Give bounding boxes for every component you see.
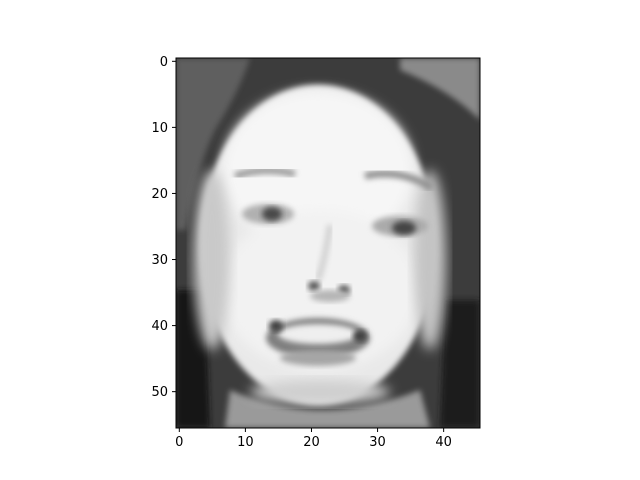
y-tick-label: 0 (160, 55, 168, 70)
y-tick-label: 30 (151, 253, 168, 268)
x-tick-label: 30 (369, 435, 386, 450)
x-tick-label: 20 (303, 435, 320, 450)
y-tick-label: 10 (151, 121, 168, 136)
y-axis: 0 10 20 30 40 50 (151, 55, 176, 400)
y-tick-label: 40 (151, 319, 168, 334)
x-tick-label: 40 (435, 435, 452, 450)
y-tick-label: 50 (151, 385, 168, 400)
axes-frame (175, 57, 481, 429)
face-heatmap-image (176, 58, 480, 428)
x-tick-label: 10 (237, 435, 254, 450)
x-tick-label: 0 (175, 435, 183, 450)
y-tick-label: 20 (151, 187, 168, 202)
x-axis: 0 10 20 30 40 (175, 428, 452, 450)
